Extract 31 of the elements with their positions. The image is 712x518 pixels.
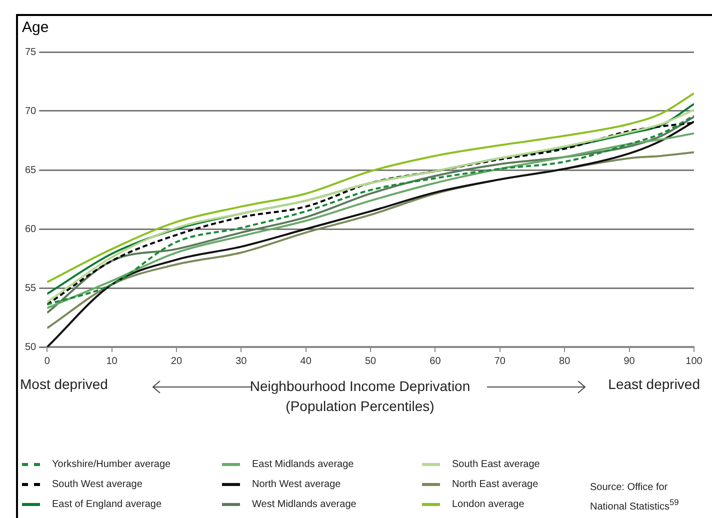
x-axis-title: Neighbourhood Income Deprivation (Population Percentiles) <box>250 378 470 414</box>
x-tick-label: 40 <box>300 356 312 367</box>
y-tick-label: 55 <box>25 282 37 294</box>
x-tick-label: 30 <box>236 356 248 367</box>
legend-label: South West average <box>52 478 142 490</box>
x-tick-label: 70 <box>494 356 506 367</box>
legend-label: London average <box>452 498 524 510</box>
source-note: Source: Office for National Statistics$^{59}$ <box>590 481 680 514</box>
x-tick-label: 20 <box>170 356 182 367</box>
legend-label: West Midlands average <box>252 498 356 510</box>
text: Most deprived <box>20 376 108 392</box>
x-tick-label: 50 <box>365 356 377 367</box>
legend-label: Yorkshire/Humber average <box>52 458 171 470</box>
legend-label: East of England average <box>52 498 162 510</box>
legend-label: South East average <box>452 458 540 470</box>
x-tick-label: 60 <box>430 356 442 367</box>
y-tick-label: 70 <box>25 106 37 117</box>
y-tick-label: 60 <box>25 224 37 235</box>
legend-label: East Midlands average <box>252 458 354 470</box>
legend-label: North West average <box>252 478 341 490</box>
text: Least deprived <box>608 376 700 392</box>
x-tick-label: 10 <box>106 356 118 367</box>
x-tick-label: 0 <box>44 356 50 367</box>
x-tick-label: 100 <box>686 356 703 367</box>
x-tick-label: 90 <box>624 356 636 367</box>
legend-label: North East average <box>452 478 538 490</box>
y-tick-label: 50 <box>25 342 37 353</box>
x-tick-label: 80 <box>559 356 571 367</box>
y-tick-label: 75 <box>25 46 37 58</box>
y-tick-label: 65 <box>25 164 37 176</box>
y-axis-title: Age <box>22 19 49 36</box>
